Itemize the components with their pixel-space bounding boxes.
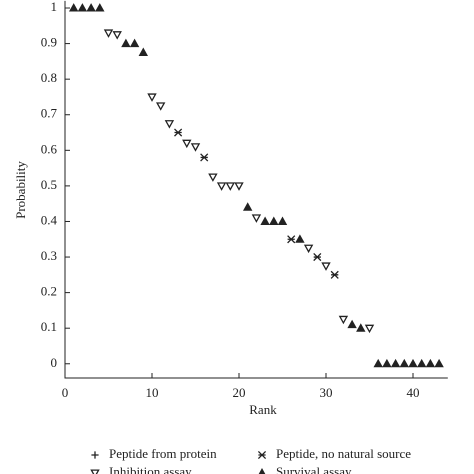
legend-marker [91, 451, 99, 459]
point [174, 128, 183, 137]
point [260, 216, 270, 225]
point [330, 270, 339, 279]
point [182, 139, 192, 149]
point [295, 234, 305, 243]
point [77, 3, 88, 12]
point [208, 173, 218, 182]
point [313, 252, 322, 262]
point [434, 358, 444, 368]
x-tick-label: 10 [146, 385, 159, 400]
point [347, 319, 357, 329]
x-tick-label: 20 [233, 385, 246, 400]
point [86, 3, 96, 12]
y-tick-label: 0.2 [41, 284, 57, 299]
point [95, 3, 105, 12]
point [277, 216, 288, 225]
point [147, 93, 157, 102]
point [242, 202, 253, 211]
legend-marker [90, 469, 100, 474]
legend-label: Inhibition assay [109, 464, 192, 474]
point [373, 358, 383, 368]
point [287, 235, 296, 244]
x-tick-label: 40 [407, 385, 420, 400]
point [164, 120, 175, 129]
point [338, 315, 349, 325]
y-tick-label: 0.3 [41, 248, 57, 263]
y-tick-label: 0.8 [41, 70, 57, 85]
point [138, 47, 149, 57]
point [190, 143, 201, 152]
point [425, 358, 436, 368]
point [416, 358, 427, 368]
point [408, 358, 418, 368]
point [234, 182, 244, 191]
point [382, 358, 392, 368]
point [251, 214, 262, 223]
point [321, 262, 331, 271]
y-tick-label: 0 [51, 355, 58, 370]
legend-label: Peptide, no natural source [276, 446, 411, 461]
point [225, 182, 236, 191]
point [155, 102, 166, 111]
legend-label: Peptide from protein [109, 446, 217, 461]
point [356, 323, 366, 332]
y-tick-label: 0.6 [41, 141, 58, 156]
legend-marker [257, 450, 267, 460]
point [269, 216, 279, 225]
axes [64, 0, 448, 379]
y-tick-label: 0.1 [41, 319, 57, 334]
point [103, 29, 114, 38]
point [364, 324, 375, 334]
point [200, 153, 209, 162]
y-tick-label: 0.9 [41, 35, 57, 50]
point [112, 31, 122, 40]
y-tick-label: 0.7 [41, 106, 58, 121]
point [399, 358, 410, 368]
x-tick-label: 30 [320, 385, 333, 400]
point [303, 244, 314, 254]
point [129, 38, 140, 48]
point [121, 38, 131, 48]
point [390, 358, 401, 368]
legend-marker [258, 468, 266, 474]
point [68, 3, 79, 12]
y-axis-label: Probability [13, 161, 28, 219]
y-tick-label: 1 [51, 0, 58, 14]
y-tick-label: 0.4 [41, 212, 58, 227]
x-tick-label: 0 [62, 385, 69, 400]
x-axis-label: Rank [249, 402, 277, 417]
legend-label: Survival assay [276, 464, 352, 474]
point [216, 182, 227, 191]
y-tick-label: 0.5 [41, 177, 57, 192]
